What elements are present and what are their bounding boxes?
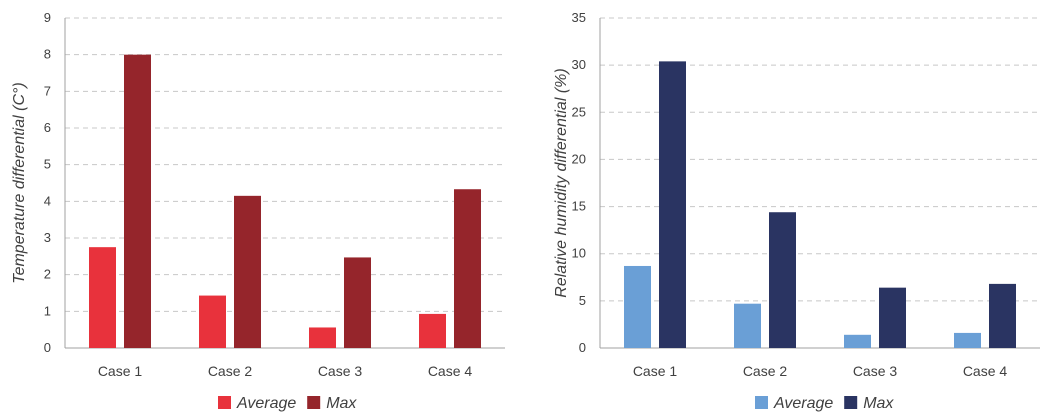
bar-average-case-4: [419, 313, 446, 348]
y-tick-label: 8: [44, 47, 51, 62]
bar-average-case-1: [89, 247, 116, 348]
bar-max-case-1: [124, 54, 151, 349]
legend-label-max: Max: [863, 395, 894, 412]
bar-average-case-2: [199, 295, 226, 348]
bar-average-case-1: [624, 265, 651, 348]
y-axis-title: Temperature differential (C°): [11, 82, 28, 283]
x-category-label: Case 3: [318, 363, 363, 379]
bar-max-case-4: [989, 283, 1016, 348]
bar-max-case-2: [234, 195, 261, 348]
legend-label-max: Max: [326, 395, 357, 412]
y-tick-label: 0: [579, 340, 586, 355]
bar-max-case-4: [454, 189, 481, 348]
y-tick-label: 10: [572, 246, 586, 261]
legend-swatch-average: [218, 396, 231, 409]
legend-swatch-average: [755, 396, 768, 409]
y-tick-label: 2: [44, 267, 51, 282]
legend: Average Max: [755, 395, 894, 412]
y-tick-label: 20: [572, 151, 586, 166]
y-axis-title: Relative humidity differential (%): [553, 68, 570, 297]
y-tick-label: 1: [44, 303, 51, 318]
y-tick-label: 5: [44, 157, 51, 172]
bar-max-case-3: [879, 287, 906, 348]
legend-swatch-max: [307, 396, 321, 409]
y-tick-label: 30: [572, 57, 586, 72]
y-tick-label: 4: [44, 193, 51, 208]
bar-average-case-3: [309, 327, 336, 348]
y-tick-label: 3: [44, 230, 51, 245]
bar-max-case-2: [769, 212, 796, 348]
bar-max-case-3: [344, 257, 371, 348]
y-tick-label: 6: [44, 120, 51, 135]
y-tick-label: 0: [44, 340, 51, 355]
legend-swatch-max: [844, 396, 858, 409]
bar-average-case-4: [954, 332, 981, 348]
x-category-label: Case 1: [98, 363, 143, 379]
y-tick-label: 7: [44, 83, 51, 98]
x-category-label: Case 3: [853, 363, 898, 379]
bar-average-case-3: [844, 334, 871, 348]
y-tick-label: 5: [579, 293, 586, 308]
x-category-label: Case 4: [428, 363, 473, 379]
legend: Average Max: [218, 395, 357, 412]
bar-max-case-1: [659, 61, 686, 348]
x-category-label: Case 2: [208, 363, 253, 379]
x-category-label: Case 2: [743, 363, 788, 379]
y-tick-label: 9: [44, 10, 51, 25]
y-tick-label: 15: [572, 199, 586, 214]
y-tick-label: 35: [572, 10, 586, 25]
legend-label-average: Average: [236, 395, 296, 412]
humidity-chart: 0 5 10 15 20 25 30 35 Case 1 Case 2 Case 3 Case 4 Re…: [553, 10, 1040, 412]
temperature-chart: 0 1 2 3 4 5 6 7 8 9 Case 1 Case 2 Case 3 Case 4 Temper…: [11, 10, 505, 412]
x-category-label: Case 4: [963, 363, 1008, 379]
y-tick-label: 25: [572, 104, 586, 119]
bar-average-case-2: [734, 303, 761, 348]
x-category-label: Case 1: [633, 363, 678, 379]
legend-label-average: Average: [773, 395, 833, 412]
